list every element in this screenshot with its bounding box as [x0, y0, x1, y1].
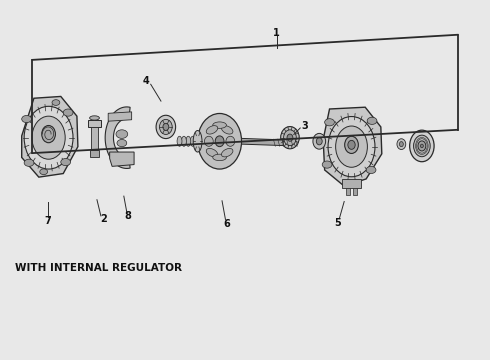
Ellipse shape [397, 139, 406, 149]
Polygon shape [342, 179, 361, 188]
Circle shape [367, 117, 377, 125]
Ellipse shape [186, 136, 191, 146]
Ellipse shape [348, 140, 355, 149]
Ellipse shape [42, 126, 55, 143]
Polygon shape [90, 150, 99, 157]
Ellipse shape [328, 117, 375, 177]
Circle shape [116, 130, 128, 138]
Ellipse shape [204, 136, 213, 146]
Polygon shape [22, 96, 78, 177]
Ellipse shape [213, 122, 226, 129]
Text: 5: 5 [335, 218, 341, 228]
Circle shape [61, 158, 71, 166]
Ellipse shape [206, 126, 218, 134]
Ellipse shape [197, 113, 242, 169]
Circle shape [63, 109, 73, 116]
Ellipse shape [410, 130, 434, 162]
Circle shape [22, 116, 31, 123]
Text: 1: 1 [273, 28, 280, 38]
Ellipse shape [156, 115, 175, 139]
Ellipse shape [317, 138, 322, 145]
Circle shape [322, 161, 332, 168]
Circle shape [24, 159, 34, 166]
Ellipse shape [284, 130, 296, 145]
Circle shape [366, 166, 376, 174]
Text: 4: 4 [143, 76, 149, 86]
Ellipse shape [281, 127, 299, 149]
Text: 7: 7 [45, 216, 51, 226]
Ellipse shape [336, 126, 368, 167]
Ellipse shape [90, 116, 99, 120]
Text: WITH INTERNAL REGULATOR: WITH INTERNAL REGULATOR [15, 263, 182, 273]
Polygon shape [108, 112, 132, 121]
Polygon shape [242, 138, 283, 145]
Ellipse shape [215, 136, 224, 147]
Ellipse shape [221, 126, 233, 134]
Ellipse shape [24, 106, 73, 169]
Polygon shape [105, 107, 130, 168]
Polygon shape [110, 152, 134, 166]
Circle shape [40, 169, 48, 175]
Ellipse shape [213, 154, 226, 161]
Ellipse shape [221, 148, 233, 157]
Text: 2: 2 [100, 215, 107, 224]
Ellipse shape [414, 135, 430, 157]
Ellipse shape [399, 141, 403, 147]
Circle shape [325, 119, 334, 126]
Text: 3: 3 [301, 121, 308, 131]
Ellipse shape [181, 136, 186, 146]
Polygon shape [91, 127, 98, 150]
Ellipse shape [190, 136, 195, 146]
Ellipse shape [32, 116, 65, 159]
Circle shape [117, 139, 127, 147]
Ellipse shape [226, 136, 235, 146]
Ellipse shape [313, 134, 326, 149]
Ellipse shape [206, 148, 218, 157]
Ellipse shape [193, 131, 202, 152]
Ellipse shape [420, 144, 423, 148]
Ellipse shape [163, 123, 169, 131]
Circle shape [52, 100, 60, 105]
Ellipse shape [177, 136, 182, 146]
Ellipse shape [344, 136, 358, 153]
Polygon shape [345, 188, 349, 195]
Polygon shape [88, 120, 101, 127]
Ellipse shape [287, 134, 293, 141]
Ellipse shape [418, 141, 426, 151]
Text: 8: 8 [124, 211, 131, 221]
Ellipse shape [159, 120, 172, 134]
Polygon shape [353, 188, 357, 195]
Polygon shape [323, 107, 382, 186]
Text: 6: 6 [223, 219, 230, 229]
